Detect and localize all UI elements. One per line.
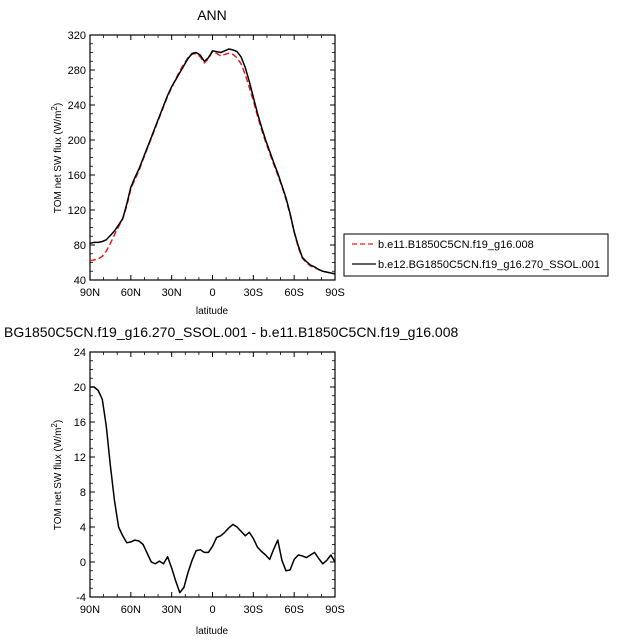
x-tick-label: 90N: [80, 287, 100, 299]
x-tick-label: 60N: [121, 604, 141, 616]
y-tick-label: 8: [80, 487, 86, 499]
top-chart: ANN 40 80 120 160 200 240 280 320 90N 60N 30N 0 30S…: [50, 7, 345, 317]
top-plot-area: [89, 34, 336, 281]
y-tick-label: 120: [68, 205, 86, 217]
top-chart-title: ANN: [197, 7, 227, 23]
y-tick-label: 200: [68, 135, 86, 147]
y-tick-label: 16: [74, 417, 86, 429]
x-tick-label: 90N: [80, 604, 100, 616]
bottom-x-axis-label: latitude: [196, 626, 229, 637]
legend-box: [343, 233, 609, 277]
y-tick-label: -4: [76, 592, 86, 604]
x-tick-label: 0: [209, 604, 215, 616]
bottom-chart: BG1850C5CN.f19_g16.270_SSOL.001 - b.e11.…: [4, 324, 459, 637]
x-tick-label: 0: [209, 287, 215, 299]
y-tick-label: 160: [68, 170, 86, 182]
x-tick-label: 30N: [162, 287, 182, 299]
x-tick-label: 90S: [325, 604, 345, 616]
x-tick-label: 30S: [244, 604, 264, 616]
series-line-1: [89, 48, 336, 275]
y-tick-label: 4: [80, 522, 86, 534]
x-tick-label: 30N: [162, 604, 182, 616]
legend: b.e11.B1850C5CN.f19_g16.008 b.e12.BG1850…: [343, 233, 609, 277]
top-y-axis: 40 80 120 160 200 240 280 320: [68, 30, 335, 287]
y-tick-label: 80: [74, 240, 86, 252]
legend-label-exp: b.e12.BG1850C5CN.f19_g16.270_SSOL.001: [378, 259, 600, 271]
bottom-plot-frame: [89, 351, 336, 598]
x-tick-label: 90S: [325, 287, 345, 299]
top-y-axis-label: TOM net SW flux (W/m2): [50, 103, 64, 213]
y-tick-label: 320: [68, 30, 86, 42]
x-tick-label: 60S: [284, 287, 304, 299]
bottom-chart-title: BG1850C5CN.f19_g16.270_SSOL.001 - b.e11.…: [4, 324, 459, 340]
bottom-plot-area: [89, 351, 336, 598]
x-tick-label: 60S: [284, 604, 304, 616]
series-line-0: [90, 386, 336, 594]
bottom-x-axis: 90N 60N 30N 0 30S 60S 90S: [80, 352, 345, 616]
y-tick-label: 0: [80, 557, 86, 569]
series-line-0: [89, 50, 336, 275]
top-x-axis: 90N 60N 30N 0 30S 60S 90S: [80, 35, 345, 299]
y-tick-label: 40: [74, 275, 86, 287]
x-tick-label: 60N: [121, 287, 141, 299]
legend-label-ctrl: b.e11.B1850C5CN.f19_g16.008: [378, 239, 534, 251]
x-tick-label: 30S: [244, 287, 264, 299]
bottom-y-axis: -4 0 4 8 12 16 20 24: [74, 347, 335, 604]
y-tick-label: 24: [74, 347, 86, 359]
y-tick-label: 240: [68, 100, 86, 112]
bottom-y-axis-label: TOM net SW flux (W/m2): [50, 420, 64, 530]
y-tick-label: 12: [74, 452, 86, 464]
y-tick-label: 20: [74, 382, 86, 394]
y-tick-label: 280: [68, 65, 86, 77]
top-x-axis-label: latitude: [196, 306, 229, 317]
